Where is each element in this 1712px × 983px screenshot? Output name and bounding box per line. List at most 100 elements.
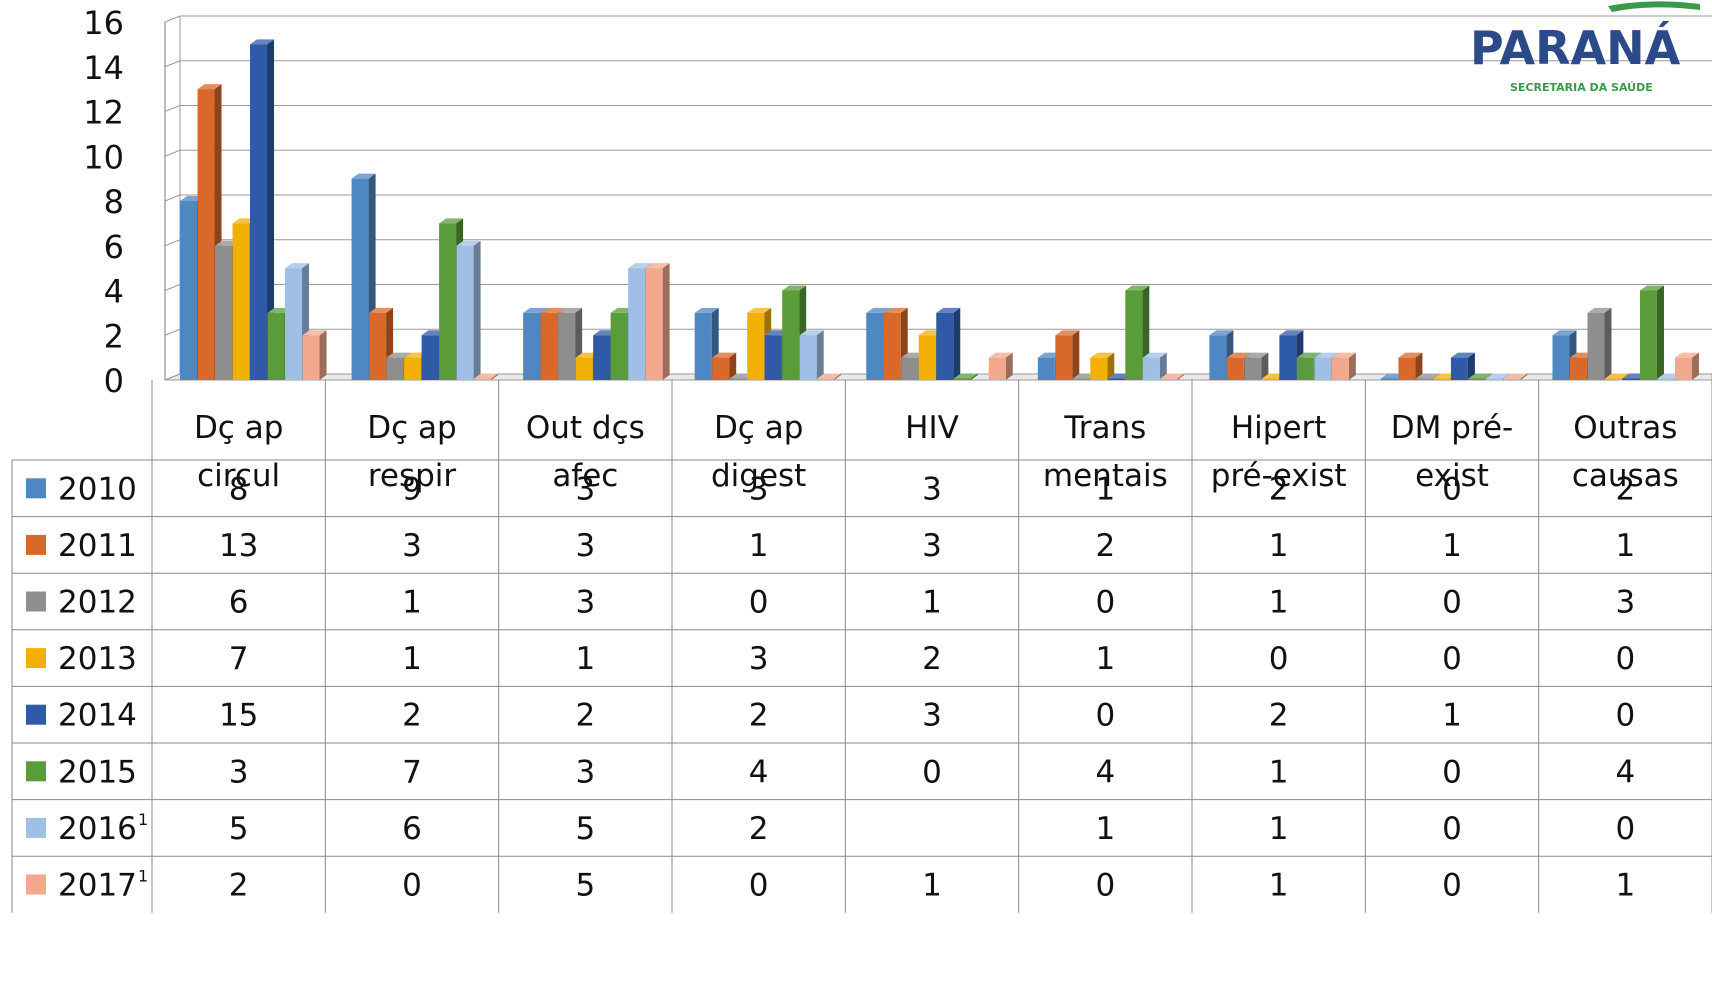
bar-front — [799, 335, 817, 380]
table-cell-value: 0 — [749, 585, 769, 621]
y-tick-label: 16 — [83, 4, 124, 42]
bar-front — [575, 357, 593, 380]
bar-top — [1142, 352, 1167, 358]
y-tick-label: 0 — [104, 362, 124, 400]
bar-front — [1090, 357, 1108, 380]
table-cell-value: 8 — [229, 471, 249, 507]
table-cell-value: 1 — [1615, 528, 1635, 564]
bar-side — [1656, 285, 1664, 380]
table-cell-value: 1 — [1269, 754, 1289, 790]
bar-front — [439, 223, 457, 380]
table-cell-value: 3 — [749, 641, 769, 677]
bar-side — [319, 330, 327, 380]
bar-side — [1604, 307, 1612, 380]
bar-top — [1226, 352, 1251, 358]
table-cell-value: 13 — [219, 528, 258, 564]
table-cell-value: 0 — [1442, 868, 1462, 904]
bar-side — [816, 330, 824, 380]
table-cell-value: 5 — [575, 811, 595, 847]
bar-side — [1107, 352, 1115, 380]
table-cell-value: 3 — [749, 471, 769, 507]
table-cell-value: 3 — [575, 528, 595, 564]
bar — [1160, 373, 1185, 380]
bar-top — [817, 373, 842, 379]
table-cell-value: 0 — [1442, 754, 1462, 790]
table-cell-value: 6 — [402, 811, 422, 847]
bar — [1142, 352, 1167, 380]
bar — [302, 330, 327, 380]
bar-front — [474, 378, 492, 380]
bar-front — [1569, 357, 1587, 380]
table-cell-value: 2 — [749, 811, 769, 847]
table-cell-value: 0 — [1615, 811, 1635, 847]
bar-front — [558, 312, 576, 380]
bar-top — [250, 39, 275, 45]
category-label: Trans — [1063, 410, 1146, 446]
category-label: exist — [1415, 458, 1489, 494]
bar-front — [1209, 335, 1227, 380]
bar-side — [1520, 373, 1528, 380]
table-cell-value: 3 — [922, 471, 942, 507]
legend-swatch — [26, 874, 46, 895]
bar — [712, 352, 737, 380]
bar — [1090, 352, 1115, 380]
bar-front — [866, 312, 884, 380]
bar — [1674, 352, 1699, 380]
table-cell-value: 9 — [402, 471, 422, 507]
bar-top — [1468, 373, 1493, 379]
bar-front — [1107, 378, 1125, 380]
logo-swoosh — [1608, 1, 1700, 12]
bar-top — [1674, 352, 1699, 358]
bar-front — [1415, 378, 1433, 380]
bar-top — [1055, 330, 1080, 336]
bar — [456, 240, 481, 380]
bar-front — [540, 312, 558, 380]
bar-front — [817, 378, 835, 380]
bar-front — [1296, 357, 1314, 380]
logo-word: PARANÁ — [1470, 21, 1681, 75]
bar — [988, 352, 1013, 380]
bar-front — [180, 201, 198, 380]
table-cell-value: 2 — [402, 698, 422, 734]
bar-front — [1450, 357, 1468, 380]
logo-subtitle: SECRETARIA DA SAÚDE — [1510, 81, 1653, 94]
bar-top — [439, 218, 464, 224]
table-cell-value: 0 — [1095, 698, 1115, 734]
bar-top — [369, 307, 394, 313]
bar-front — [1433, 378, 1451, 380]
bar-top — [747, 307, 772, 313]
legend-label: 2011 — [58, 528, 137, 564]
category-label: DM pré- — [1391, 410, 1513, 446]
bar-top — [799, 330, 824, 336]
bar-front — [918, 335, 936, 380]
bar-top — [1604, 373, 1629, 379]
bar-front — [764, 335, 782, 380]
legend-label: 2014 — [58, 698, 137, 734]
table-cell-value: 1 — [749, 528, 769, 564]
bar-front — [404, 357, 422, 380]
bar-front — [267, 312, 285, 380]
gridline-depth — [164, 239, 181, 247]
table-cell-value: 1 — [1095, 641, 1115, 677]
bar-top — [866, 307, 891, 313]
bar-front — [645, 268, 663, 380]
bar-top — [540, 307, 565, 313]
bar-side — [1415, 352, 1423, 380]
table-cell-value: 15 — [219, 698, 258, 734]
legend-superscript: 1 — [138, 810, 148, 829]
table-cell-value: 2 — [1269, 698, 1289, 734]
bar — [1244, 352, 1269, 380]
bar-front — [1244, 357, 1262, 380]
table-cell-value: 0 — [1095, 868, 1115, 904]
bar-front — [610, 312, 628, 380]
bar — [474, 373, 499, 380]
bar-side — [267, 39, 275, 380]
bar-front — [369, 312, 387, 380]
category-label: respir — [368, 458, 457, 494]
bar-front — [1503, 378, 1521, 380]
bar-top — [474, 373, 499, 379]
bar-front — [782, 290, 800, 380]
bar-top — [1090, 352, 1115, 358]
bar-front — [1380, 378, 1398, 380]
bar-top — [645, 263, 670, 269]
